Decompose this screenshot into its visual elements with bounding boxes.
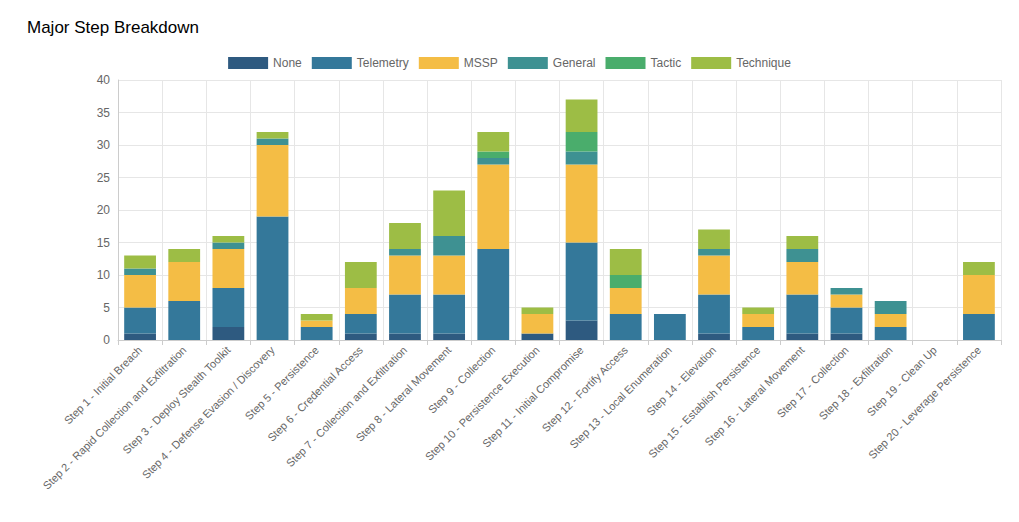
svg-text:Step 5 - Persistence: Step 5 - Persistence bbox=[242, 344, 320, 422]
svg-text:Telemetry: Telemetry bbox=[357, 56, 409, 70]
svg-text:Step 12 - Fortify Access: Step 12 - Fortify Access bbox=[539, 343, 630, 434]
svg-text:5: 5 bbox=[103, 301, 110, 315]
svg-text:MSSP: MSSP bbox=[464, 56, 498, 70]
svg-text:Step 8 - Lateral Movement: Step 8 - Lateral Movement bbox=[353, 343, 454, 444]
svg-text:Step 20 - Leverage Persistence: Step 20 - Leverage Persistence bbox=[866, 344, 983, 461]
svg-text:Technique: Technique bbox=[736, 56, 791, 70]
svg-text:Step 11 - Initial Compromise: Step 11 - Initial Compromise bbox=[479, 343, 586, 450]
svg-text:15: 15 bbox=[97, 236, 111, 250]
svg-text:Step 18 - Exfiltration: Step 18 - Exfiltration bbox=[816, 344, 894, 422]
svg-text:Step 15 - Establish Persistenc: Step 15 - Establish Persistence bbox=[646, 343, 763, 461]
svg-text:Step 6 - Credential Access: Step 6 - Credential Access bbox=[265, 343, 366, 444]
svg-text:Step 3 - Deploy Stealth Toolki: Step 3 - Deploy Stealth Toolkit bbox=[120, 343, 233, 457]
svg-text:Major Step Breakdown: Major Step Breakdown bbox=[27, 18, 199, 37]
svg-text:None: None bbox=[273, 56, 302, 70]
svg-text:Step 4 - Defense Evasion / Dis: Step 4 - Defense Evasion / Discovery bbox=[139, 343, 277, 481]
svg-text:Tactic: Tactic bbox=[651, 56, 682, 70]
svg-text:Step 2 - Rapid Collection and: Step 2 - Rapid Collection and Exfiltrati… bbox=[40, 343, 189, 492]
svg-text:Step 13 - Local Enumeration: Step 13 - Local Enumeration bbox=[567, 343, 675, 451]
svg-text:20: 20 bbox=[97, 203, 111, 217]
svg-text:25: 25 bbox=[97, 171, 111, 185]
svg-text:Step 7 - Collection and Exfilt: Step 7 - Collection and Exfiltration bbox=[283, 343, 410, 470]
svg-text:Step 16 - Lateral Movement: Step 16 - Lateral Movement bbox=[702, 343, 807, 449]
svg-text:General: General bbox=[553, 56, 596, 70]
svg-text:Step 14 - Elevation: Step 14 - Elevation bbox=[644, 343, 719, 418]
svg-text:Step 17 - Collection: Step 17 - Collection bbox=[774, 344, 850, 420]
svg-text:30: 30 bbox=[97, 138, 111, 152]
svg-text:10: 10 bbox=[97, 268, 111, 282]
svg-text:40: 40 bbox=[97, 73, 111, 87]
svg-text:0: 0 bbox=[103, 333, 110, 347]
svg-text:Step 1 - Initial Breach: Step 1 - Initial Breach bbox=[62, 344, 145, 427]
svg-text:35: 35 bbox=[97, 106, 111, 120]
svg-text:Step 9 - Collection: Step 9 - Collection bbox=[425, 343, 498, 416]
svg-text:Step 19 - Clean Up: Step 19 - Clean Up bbox=[864, 343, 939, 419]
svg-text:Step 10 - Persistence Executio: Step 10 - Persistence Execution bbox=[422, 343, 542, 463]
